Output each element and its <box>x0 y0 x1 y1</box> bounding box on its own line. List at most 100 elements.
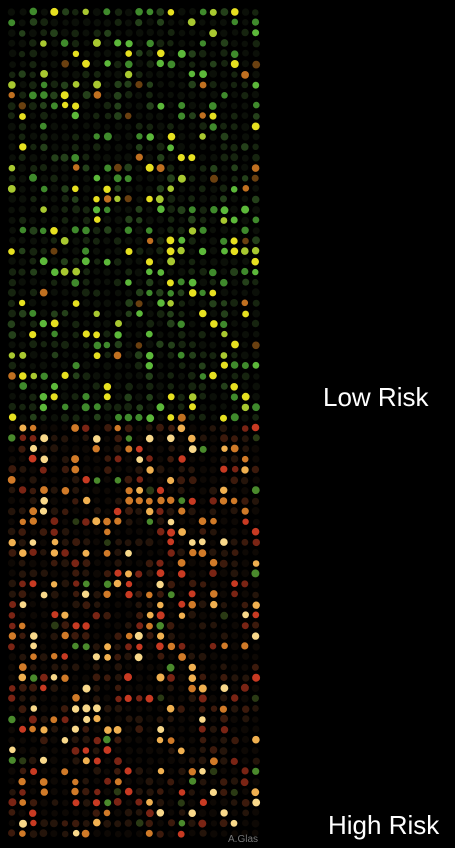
spot <box>178 497 185 504</box>
spot <box>231 747 237 753</box>
spot <box>83 91 91 99</box>
spot <box>242 445 249 452</box>
spot <box>252 310 260 318</box>
spot <box>51 591 59 599</box>
spot <box>93 809 100 816</box>
spot <box>51 362 58 369</box>
spot <box>30 351 38 359</box>
spot <box>136 144 143 151</box>
spot <box>115 831 122 838</box>
spot <box>157 143 165 151</box>
spot <box>72 60 80 68</box>
spot <box>189 695 197 703</box>
spot <box>104 539 111 546</box>
spot <box>221 206 229 214</box>
spot <box>125 186 132 193</box>
spot <box>167 71 175 79</box>
spot <box>40 757 47 764</box>
spot <box>146 269 153 276</box>
spot <box>209 217 216 224</box>
spot <box>51 300 58 307</box>
spot <box>72 92 79 99</box>
spot <box>19 134 26 141</box>
spot <box>40 175 48 183</box>
spot <box>241 569 249 577</box>
spot <box>242 50 249 57</box>
spot <box>125 61 133 69</box>
spot <box>93 674 101 682</box>
spot <box>72 675 78 681</box>
spot <box>156 778 164 786</box>
spot <box>30 227 38 235</box>
spot <box>210 601 217 608</box>
spot <box>62 300 69 307</box>
spot <box>209 352 216 359</box>
spot <box>61 642 68 649</box>
spot <box>178 705 185 712</box>
spot <box>8 320 16 328</box>
spot <box>72 611 79 618</box>
spot <box>94 30 101 37</box>
spot <box>51 529 58 536</box>
spot <box>61 675 68 682</box>
spot <box>29 154 37 162</box>
spot <box>199 487 206 494</box>
spot <box>72 393 79 400</box>
spot <box>199 290 205 296</box>
spot <box>115 144 123 152</box>
spot <box>103 143 111 151</box>
spot <box>156 8 164 16</box>
spot <box>104 488 111 495</box>
spot <box>19 310 27 318</box>
spot <box>157 154 164 161</box>
spot <box>62 831 69 838</box>
spot <box>136 549 143 556</box>
spot <box>9 217 16 224</box>
spot <box>146 164 154 172</box>
spot <box>61 185 68 192</box>
spot <box>146 362 153 369</box>
spot <box>61 206 68 213</box>
spot <box>103 174 111 182</box>
spot <box>29 92 37 100</box>
spot <box>62 809 69 816</box>
spot <box>71 154 79 162</box>
spot <box>168 9 175 16</box>
spot <box>146 570 153 577</box>
spot <box>93 591 101 599</box>
spot <box>178 154 185 161</box>
spot <box>93 466 100 473</box>
spot <box>30 768 37 775</box>
spot <box>72 705 79 712</box>
spot <box>230 206 238 214</box>
spot <box>61 29 69 37</box>
spot <box>189 40 196 47</box>
spot <box>146 592 153 599</box>
spot <box>51 477 58 484</box>
spot <box>61 591 68 598</box>
spot <box>231 186 238 193</box>
spot <box>103 362 111 370</box>
spot <box>209 404 216 411</box>
spot <box>30 612 37 619</box>
spot <box>82 778 89 785</box>
spot <box>200 227 207 234</box>
spot <box>210 361 218 369</box>
spot <box>189 644 196 651</box>
spot <box>230 299 238 307</box>
spot <box>232 373 239 380</box>
spot <box>71 310 79 318</box>
spot <box>145 154 153 162</box>
spot <box>29 50 37 58</box>
spot <box>231 279 238 286</box>
spot <box>253 300 260 307</box>
spot <box>71 559 79 567</box>
spot <box>146 331 153 338</box>
spot <box>231 580 238 587</box>
spot <box>125 290 132 297</box>
spot <box>221 446 227 452</box>
spot <box>114 518 121 525</box>
spot <box>30 632 38 640</box>
spot <box>167 467 174 474</box>
spot <box>61 362 68 369</box>
